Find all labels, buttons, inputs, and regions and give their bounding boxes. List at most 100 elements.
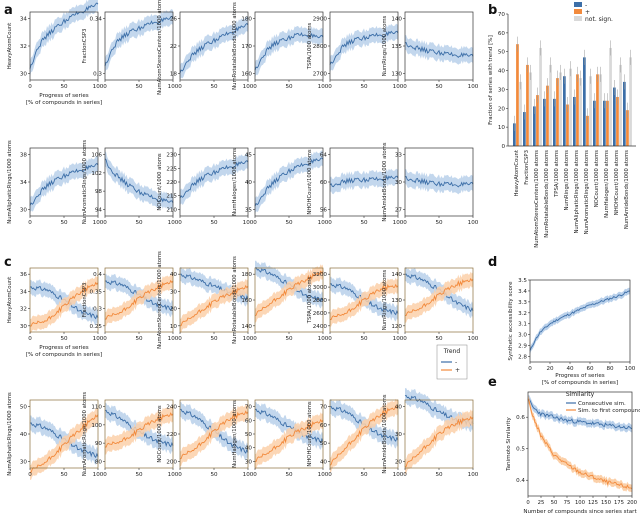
subplot-a-8: 94 98 102 106 0 50 100 NumAromaticRings/1000 at… [82, 140, 179, 226]
legend-title: Trend [443, 348, 461, 355]
y-axis-label: FractionCSP3 [82, 283, 88, 318]
subplot-a-3: 18 22 26 0 50 100 NumAtomStereoCenters/1000 at… [157, 0, 254, 95]
category-label: TPSA/1000 atoms [554, 150, 560, 198]
series-plus-line [404, 415, 474, 468]
x-axis-label-line2: [% of compounds in series] [26, 352, 102, 358]
y-tick-label: 200 [166, 459, 177, 465]
panel-a: 30 32 34 0 50 100 HeavyAtomCount 0.3 0.34 0 50 100 F… [7, 0, 479, 226]
y-tick-label: 80 [95, 459, 103, 465]
y-tick-label: 30 [395, 180, 403, 186]
y-tick-label: 34 [20, 17, 28, 23]
x-tick-label: 100 [318, 84, 329, 90]
y-tick-label: 240 [166, 405, 177, 411]
bar-minus [523, 112, 526, 146]
sa-band [530, 287, 630, 354]
sim-line-2 [527, 398, 633, 490]
legend-label: Consecutive sim. [578, 401, 626, 407]
x-tick-label: 0 [28, 336, 32, 342]
x-tick-label: 50 [551, 500, 558, 506]
category-label: NumRotatableBonds/1000 atoms [544, 150, 550, 238]
series-plus-line [29, 414, 99, 473]
series-plus-band [105, 405, 173, 455]
bar-not-sign [589, 76, 592, 146]
y-tick-label: 22 [170, 44, 177, 50]
subplot-a-10: 35 40 45 0 50 100 NumHalogen/1000 atoms [232, 147, 329, 226]
bar-not-sign [539, 47, 542, 146]
x-tick-label: 0 [28, 84, 32, 90]
panel-b: HeavyAtomCount FractionCSP3 NumAtomStereoC… [488, 2, 636, 248]
bar-not-sign [579, 78, 582, 146]
x-tick-label: 75 [564, 500, 571, 506]
series-mean-line [104, 158, 174, 204]
y-axis-label: NumAtomStereoCenters/1000 atoms [157, 251, 163, 349]
bar-minus [593, 100, 596, 146]
y-tick-label: 210 [166, 207, 177, 213]
x-tick-label: 0 [103, 84, 107, 90]
x-tick-label: 50 [135, 472, 143, 478]
y-tick-label: 220 [166, 432, 177, 438]
y-tick-label: 40 [320, 459, 328, 465]
y-tick-label: 30 [20, 71, 28, 77]
y-tick-label: 50 [320, 441, 328, 447]
subplot-a-1: 30 32 34 0 50 100 HeavyAtomCount [7, 0, 104, 90]
y-tick-label: 38 [20, 153, 28, 159]
x-tick-label: 50 [210, 220, 218, 226]
series-plus-band [255, 412, 323, 469]
y-tick-label: 20 [395, 459, 403, 465]
bar-not-sign [529, 72, 532, 146]
y-axis-label: NOCount/1000 atoms [157, 405, 163, 463]
y-axis-label: HeavyAtomCount [7, 277, 13, 324]
sa-line [529, 290, 631, 351]
category-label: FractionCSP3 [524, 150, 530, 185]
y-tick-label: 170 [241, 44, 252, 50]
y-tick-label: 30 [498, 87, 506, 93]
subplot-a-5: 2700 2800 2900 0 50 100 TSPA/1000 atoms [307, 11, 404, 90]
y-tick-label: 140 [241, 324, 252, 330]
x-tick-label: 100 [318, 472, 329, 478]
x-tick-label: 60 [586, 366, 594, 372]
x-tick-label: 100 [93, 84, 104, 90]
y-tick-label: 0.3 [93, 307, 102, 313]
y-axis-label: TSPA/1000 atoms [307, 277, 313, 325]
bar-not-sign [559, 72, 562, 146]
series-plus-line [104, 279, 174, 320]
y-tick-label: 64 [320, 153, 328, 159]
y-axis-label: NumAromaticRings/1000 atoms [82, 140, 88, 225]
x-tick-label: 0 [178, 84, 182, 90]
x-tick-label: 50 [435, 336, 443, 342]
y-axis-label: HeavyAtomCount [7, 23, 13, 70]
x-tick-label: 50 [285, 84, 293, 90]
y-tick-label: 27 [395, 207, 403, 213]
y-tick-label: 70 [320, 405, 328, 411]
x-tick-label: 100 [93, 472, 104, 478]
y-tick-label: 0.34 [90, 17, 103, 23]
y-tick-label: 32 [20, 307, 27, 313]
y-tick-label: 26 [170, 17, 178, 23]
x-tick-label: 100 [393, 84, 404, 90]
y-tick-label: 3200 [313, 272, 328, 278]
bar-minus [563, 76, 566, 146]
bar-plus [576, 74, 579, 146]
y-tick-label: 60 [320, 423, 328, 429]
series-plus-band [180, 403, 248, 467]
y-tick-label: 60 [245, 418, 253, 424]
legend-swatch [574, 9, 582, 14]
legend-label: not. sign. [585, 16, 613, 23]
category-label: NumAtomStereoCenters/1000 atoms [534, 150, 540, 248]
x-tick-label: 50 [435, 84, 443, 90]
subplot-c-7: 30 40 50 0 50 100 NumAliphaticRings/1000 atoms [7, 392, 104, 480]
y-tick-label: 160 [241, 71, 252, 77]
subplot-a-7: 30 34 38 0 50 100 NumAliphaticRings/1000 atoms [7, 140, 104, 226]
x-tick-label: 100 [93, 336, 104, 342]
y-tick-label: 40 [170, 272, 178, 278]
subplot-c-12: 20 30 40 0 50 100 NumAmideBonds/1000 atoms [382, 387, 479, 478]
x-tick-label: 50 [210, 472, 218, 478]
series-mean-band [255, 150, 323, 214]
legend-label: - [455, 359, 457, 366]
x-axis-label-line2: [% of compounds in series] [542, 380, 618, 386]
y-axis-label: NHOHCount/1000 atoms [307, 401, 313, 466]
x-tick-label: 100 [243, 472, 254, 478]
x-tick-label: 0 [28, 472, 32, 478]
y-tick-label: 20 [498, 106, 506, 112]
